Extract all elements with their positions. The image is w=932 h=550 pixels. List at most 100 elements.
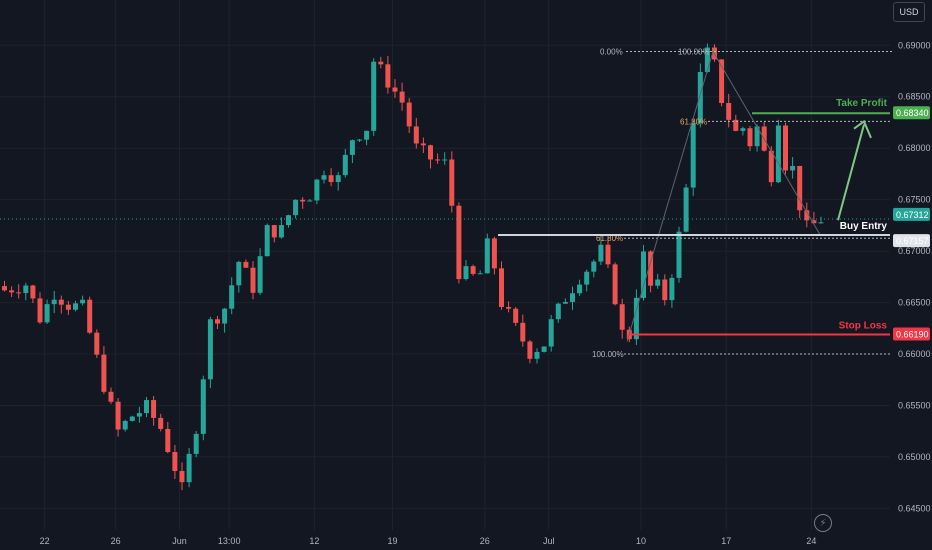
candle-body xyxy=(236,261,242,286)
candle-body xyxy=(740,128,746,131)
candle-body xyxy=(768,150,774,183)
lightning-icon[interactable]: ⚡ xyxy=(814,514,832,532)
current-price-box xyxy=(893,207,930,221)
candle-body xyxy=(385,64,391,88)
candle-body xyxy=(44,304,50,323)
candle-body xyxy=(704,47,710,72)
candle-body xyxy=(726,103,732,120)
candle-body xyxy=(186,453,192,483)
candle-body xyxy=(662,279,668,301)
candle-body xyxy=(570,293,575,302)
x-tick-label: 26 xyxy=(111,536,121,546)
candle-body xyxy=(783,125,788,171)
price-axis[interactable]: 0.69000 0.68500 0.68000 0.67500 0.67000 0.665… xyxy=(898,40,931,513)
candle-body xyxy=(229,285,235,309)
candle-body xyxy=(797,165,803,211)
candle-body xyxy=(30,285,36,299)
candle-body xyxy=(555,303,561,320)
candle-body xyxy=(804,210,810,221)
candle-body xyxy=(520,322,526,342)
candle-body xyxy=(165,428,171,453)
candle-body xyxy=(541,346,547,352)
candle-body xyxy=(300,199,306,202)
current-price-text: 0.67312 xyxy=(896,210,929,220)
candle-body xyxy=(420,143,426,146)
drawing-overlays: 0.00% 100.00% 61.80% 61.80% 100.00% Take Prof… xyxy=(0,47,892,359)
candle-body xyxy=(51,299,57,305)
candle-body xyxy=(108,391,114,402)
candle-body xyxy=(477,273,483,275)
x-tick-label: 12 xyxy=(309,536,319,546)
candle-body xyxy=(413,126,419,144)
target-arrow-shaft xyxy=(837,124,865,221)
candle-body xyxy=(23,285,29,294)
stop-loss-price-text: 0.66190 xyxy=(896,329,929,339)
stop-loss-price-box xyxy=(893,327,930,341)
y-tick-label: 0.68000 xyxy=(898,143,931,153)
candle-body xyxy=(548,319,554,347)
candle-body xyxy=(562,301,568,304)
candle-body xyxy=(307,200,313,202)
fib-upper-100-label: 100.00% xyxy=(678,47,710,56)
candle-body xyxy=(463,266,469,280)
candle-body xyxy=(584,271,590,285)
candle-body xyxy=(222,308,228,324)
fib-upper-618-label: 61.80% xyxy=(680,117,707,126)
candle-body xyxy=(37,298,43,323)
candle-body xyxy=(605,244,611,265)
candle-body xyxy=(115,401,121,430)
candle-body xyxy=(527,341,533,359)
candle-body xyxy=(484,238,490,274)
candle-body xyxy=(633,297,639,340)
candle-body xyxy=(641,251,646,298)
candle-body xyxy=(406,102,412,127)
candle-body xyxy=(80,299,86,304)
fib-upper-0-label: 0.00% xyxy=(600,47,623,56)
candle-body xyxy=(690,123,696,188)
candle-body xyxy=(87,299,93,333)
candle-body xyxy=(378,61,384,65)
x-tick-label: 13:00 xyxy=(218,536,241,546)
y-tick-label: 0.68500 xyxy=(898,92,931,102)
take-profit-price-text: 0.68340 xyxy=(896,108,929,118)
currency-selector[interactable]: USD xyxy=(893,2,925,22)
x-tick-label: 17 xyxy=(721,536,731,546)
y-tick-label: 0.66500 xyxy=(898,298,931,308)
price-labels: 0.68340 0.67312 0.67157 0.66190 xyxy=(893,106,930,341)
candle-body xyxy=(342,154,348,176)
candle-body xyxy=(65,304,71,310)
candle-body xyxy=(158,417,164,429)
candle-body xyxy=(392,87,398,92)
candle-body xyxy=(207,319,213,380)
fib-trend-line xyxy=(712,51,821,235)
candle-body xyxy=(151,400,157,418)
candle-body xyxy=(73,303,78,310)
candle-body xyxy=(591,261,597,272)
candle-body xyxy=(144,400,149,414)
candle-body xyxy=(243,261,249,268)
candle-body xyxy=(250,267,256,293)
candle-body xyxy=(94,332,100,355)
candle-body xyxy=(328,175,334,183)
x-tick-label: Jun xyxy=(172,536,187,546)
x-tick-label: 26 xyxy=(480,536,490,546)
candle-body xyxy=(101,354,107,392)
buy-entry-price-box xyxy=(893,234,930,248)
candle-body xyxy=(491,238,497,269)
candle-body xyxy=(215,319,220,324)
y-tick-label: 0.67000 xyxy=(898,246,931,256)
candle-body xyxy=(648,251,654,286)
candlestick-series xyxy=(2,43,824,491)
candle-body xyxy=(811,220,817,224)
fib-lower-100-label: 100.00% xyxy=(592,350,624,359)
y-tick-label: 0.65000 xyxy=(898,452,931,462)
y-tick-label: 0.69000 xyxy=(898,40,931,50)
time-axis[interactable]: 22 26 Jun 13:00 12 19 26 Jul 10 17 24 xyxy=(40,536,817,546)
x-tick-label: 22 xyxy=(40,536,50,546)
candle-body xyxy=(506,306,512,309)
candle-body xyxy=(58,299,64,305)
candle-body xyxy=(321,175,327,180)
candle-body xyxy=(293,199,299,216)
take-profit-label: Take Profit xyxy=(836,98,888,109)
